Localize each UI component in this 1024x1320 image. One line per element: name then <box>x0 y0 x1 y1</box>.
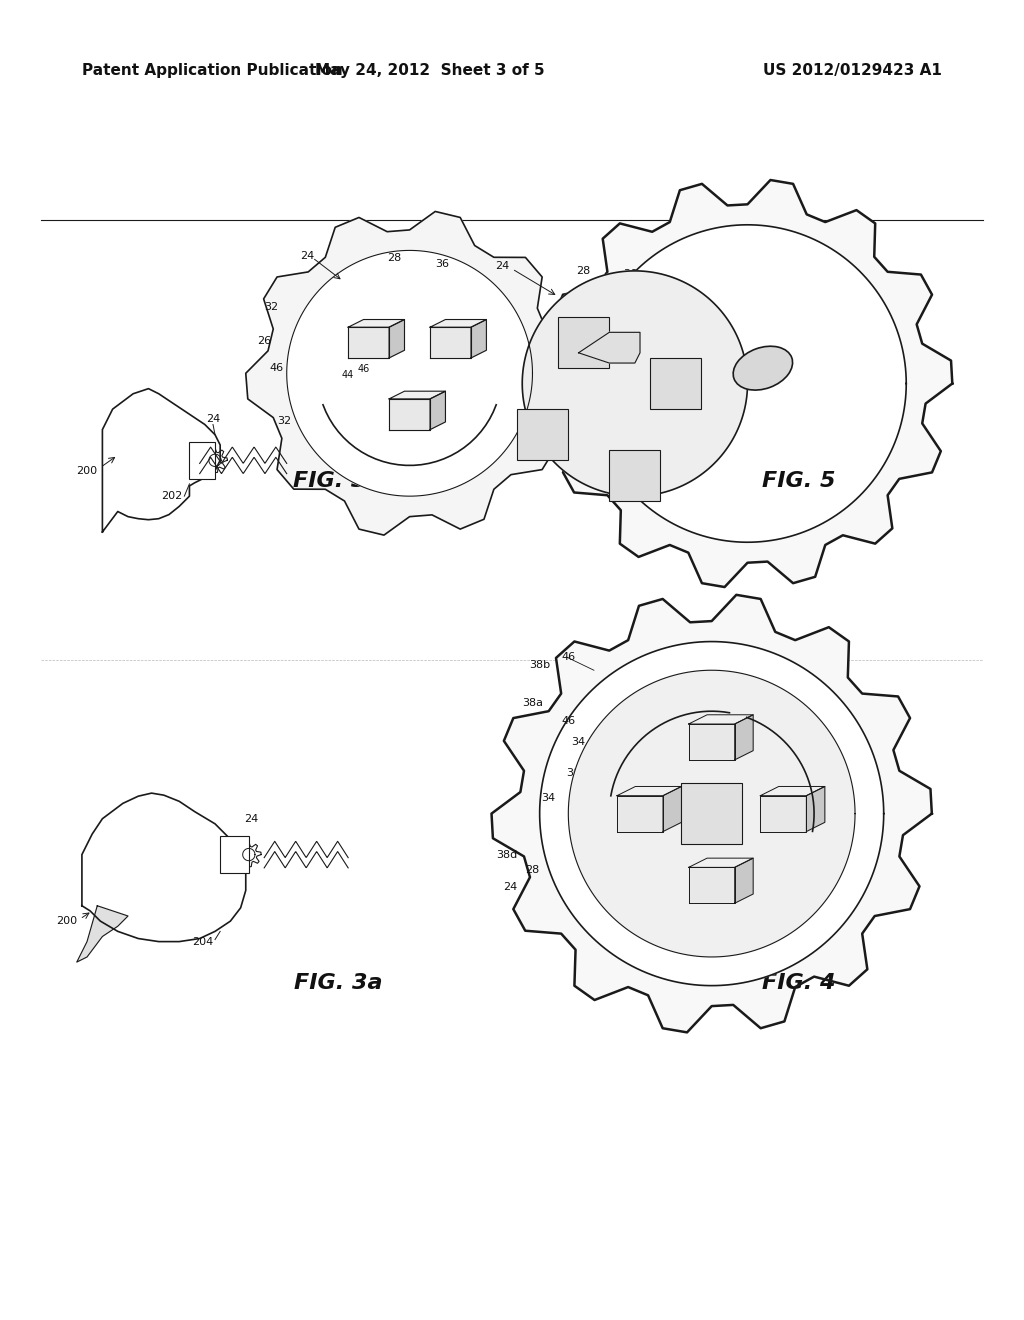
Text: 34: 34 <box>541 793 555 804</box>
Text: 28: 28 <box>387 252 401 263</box>
Polygon shape <box>246 211 573 535</box>
Text: 200: 200 <box>55 916 77 927</box>
Polygon shape <box>287 251 532 496</box>
Polygon shape <box>77 906 128 962</box>
Polygon shape <box>688 858 753 867</box>
Text: FIG. 4: FIG. 4 <box>762 973 836 993</box>
Text: 46: 46 <box>510 380 524 391</box>
Text: FIG. 3b: FIG. 3b <box>293 471 383 491</box>
Text: 24: 24 <box>206 414 220 424</box>
Bar <box>650 358 701 409</box>
Text: 36: 36 <box>623 269 637 279</box>
Text: 46: 46 <box>269 363 284 374</box>
Polygon shape <box>760 796 806 832</box>
Text: 24: 24 <box>300 251 314 260</box>
Polygon shape <box>616 796 664 832</box>
Bar <box>609 450 660 502</box>
Bar <box>517 409 568 461</box>
Text: 32: 32 <box>278 416 292 426</box>
Text: 24: 24 <box>244 813 258 824</box>
Text: 46: 46 <box>357 364 370 374</box>
Polygon shape <box>471 319 486 358</box>
Text: 32: 32 <box>510 414 524 424</box>
Text: 46: 46 <box>561 717 575 726</box>
Polygon shape <box>760 787 824 796</box>
Text: 204: 204 <box>191 937 213 946</box>
Polygon shape <box>806 787 824 832</box>
Polygon shape <box>430 327 471 358</box>
Polygon shape <box>389 399 430 429</box>
Text: 46: 46 <box>510 393 524 404</box>
Text: 38a: 38a <box>522 698 543 708</box>
Bar <box>189 442 215 479</box>
Polygon shape <box>568 671 855 957</box>
Polygon shape <box>389 391 445 399</box>
Polygon shape <box>616 787 682 796</box>
Polygon shape <box>589 224 906 543</box>
Text: May 24, 2012  Sheet 3 of 5: May 24, 2012 Sheet 3 of 5 <box>315 63 545 78</box>
Text: US 2012/0129423 A1: US 2012/0129423 A1 <box>763 63 942 78</box>
Text: FIG. 5: FIG. 5 <box>762 471 836 491</box>
Polygon shape <box>543 180 952 587</box>
Polygon shape <box>734 858 753 903</box>
Text: 24: 24 <box>495 261 509 271</box>
Polygon shape <box>540 642 884 986</box>
Polygon shape <box>579 333 640 363</box>
Text: 36: 36 <box>435 259 450 269</box>
Text: 202: 202 <box>161 491 182 502</box>
Text: FIG. 3a: FIG. 3a <box>294 973 382 993</box>
Polygon shape <box>348 327 389 358</box>
Text: 30: 30 <box>566 768 581 777</box>
Ellipse shape <box>733 346 793 391</box>
Polygon shape <box>734 715 753 760</box>
Polygon shape <box>430 319 486 327</box>
Text: 46: 46 <box>561 652 575 661</box>
Text: 28: 28 <box>577 265 591 276</box>
Bar <box>558 317 609 368</box>
Polygon shape <box>430 391 445 429</box>
Polygon shape <box>348 319 404 327</box>
Text: 38d: 38d <box>497 850 517 859</box>
Polygon shape <box>237 842 261 867</box>
Text: 26: 26 <box>495 355 509 364</box>
Polygon shape <box>389 319 404 358</box>
Text: 40: 40 <box>646 389 660 399</box>
Polygon shape <box>688 715 753 723</box>
Polygon shape <box>82 793 246 941</box>
Polygon shape <box>688 723 734 760</box>
Text: 46: 46 <box>562 384 577 393</box>
Text: 26: 26 <box>257 335 271 346</box>
Text: 200: 200 <box>76 466 97 475</box>
Text: 38b: 38b <box>529 660 550 671</box>
Polygon shape <box>102 388 220 532</box>
Polygon shape <box>688 867 734 903</box>
Text: Patent Application Publication: Patent Application Publication <box>82 63 343 78</box>
Text: 32: 32 <box>264 302 279 312</box>
Polygon shape <box>492 595 932 1032</box>
Polygon shape <box>522 271 748 496</box>
Text: 34: 34 <box>571 737 586 747</box>
Bar <box>220 836 249 873</box>
Bar <box>681 783 742 845</box>
Text: 44: 44 <box>342 371 354 380</box>
Polygon shape <box>203 447 227 473</box>
Text: 32: 32 <box>500 327 514 338</box>
Text: 44: 44 <box>554 391 568 401</box>
Text: 28: 28 <box>525 865 540 875</box>
Polygon shape <box>664 787 682 832</box>
Text: 42: 42 <box>671 350 685 360</box>
Text: 38c: 38c <box>594 880 614 890</box>
Text: 24: 24 <box>503 882 517 892</box>
